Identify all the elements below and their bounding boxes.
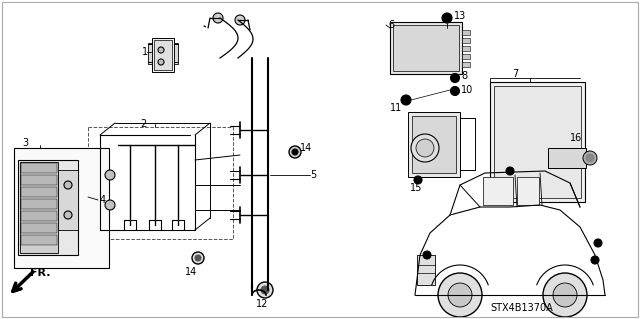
Bar [88,127,233,239]
Bar [494,86,581,198]
Text: STX4B1370A: STX4B1370A [490,303,553,313]
Circle shape [594,239,602,247]
Text: 15: 15 [410,183,422,193]
Circle shape [213,13,223,23]
Bar [21,199,57,209]
Circle shape [543,273,587,317]
Circle shape [235,15,245,25]
Circle shape [192,252,204,264]
Bar [408,112,460,177]
Circle shape [506,167,514,175]
Bar [417,255,435,285]
Bar [462,62,470,67]
Circle shape [414,176,422,184]
Circle shape [195,255,201,261]
Bar [393,25,459,71]
Circle shape [158,59,164,65]
Text: 14: 14 [185,267,197,277]
Bar [483,177,513,205]
Bar [21,235,57,245]
Bar [20,162,58,253]
Bar [412,116,456,173]
Bar [21,211,57,221]
Bar [462,46,470,51]
Bar [462,38,470,43]
Circle shape [586,154,594,162]
Bar [517,177,539,205]
Circle shape [64,211,72,219]
Bar [21,187,57,197]
Circle shape [105,200,115,210]
Circle shape [451,86,460,95]
Bar [154,40,172,70]
Bar [548,148,586,168]
Circle shape [451,73,460,83]
Text: 10: 10 [461,85,473,95]
Text: 4: 4 [100,195,106,205]
Circle shape [261,286,269,294]
Bar [462,30,470,35]
Circle shape [289,146,301,158]
Circle shape [158,47,164,53]
Bar [21,175,57,185]
Circle shape [442,13,452,23]
Text: 6: 6 [388,20,394,30]
Bar [58,170,78,230]
Bar [174,43,178,64]
Circle shape [553,283,577,307]
Text: FR.: FR. [30,268,51,278]
Text: 2: 2 [140,119,147,129]
Circle shape [105,170,115,180]
Text: 5: 5 [310,170,316,180]
Text: 3: 3 [22,138,28,148]
Bar [18,160,78,255]
Bar [14,148,109,268]
Bar [462,54,470,59]
Text: 13: 13 [454,11,467,21]
Circle shape [591,256,599,264]
Text: 8: 8 [461,71,467,81]
Bar [152,38,174,72]
Text: 12: 12 [256,299,268,309]
Circle shape [292,149,298,155]
Text: 7: 7 [512,69,518,79]
Circle shape [64,181,72,189]
Text: 1: 1 [142,47,148,57]
Circle shape [411,134,439,162]
Circle shape [257,282,273,298]
Circle shape [438,273,482,317]
Circle shape [423,251,431,259]
Bar [390,22,462,74]
Bar [21,223,57,233]
Text: 14: 14 [300,143,312,153]
Circle shape [583,151,597,165]
Circle shape [416,139,434,157]
Text: 16: 16 [570,133,582,143]
Circle shape [448,283,472,307]
Bar [490,82,585,202]
Bar [21,163,57,173]
Text: 11: 11 [390,103,403,113]
Circle shape [401,95,411,105]
Bar [148,43,152,64]
